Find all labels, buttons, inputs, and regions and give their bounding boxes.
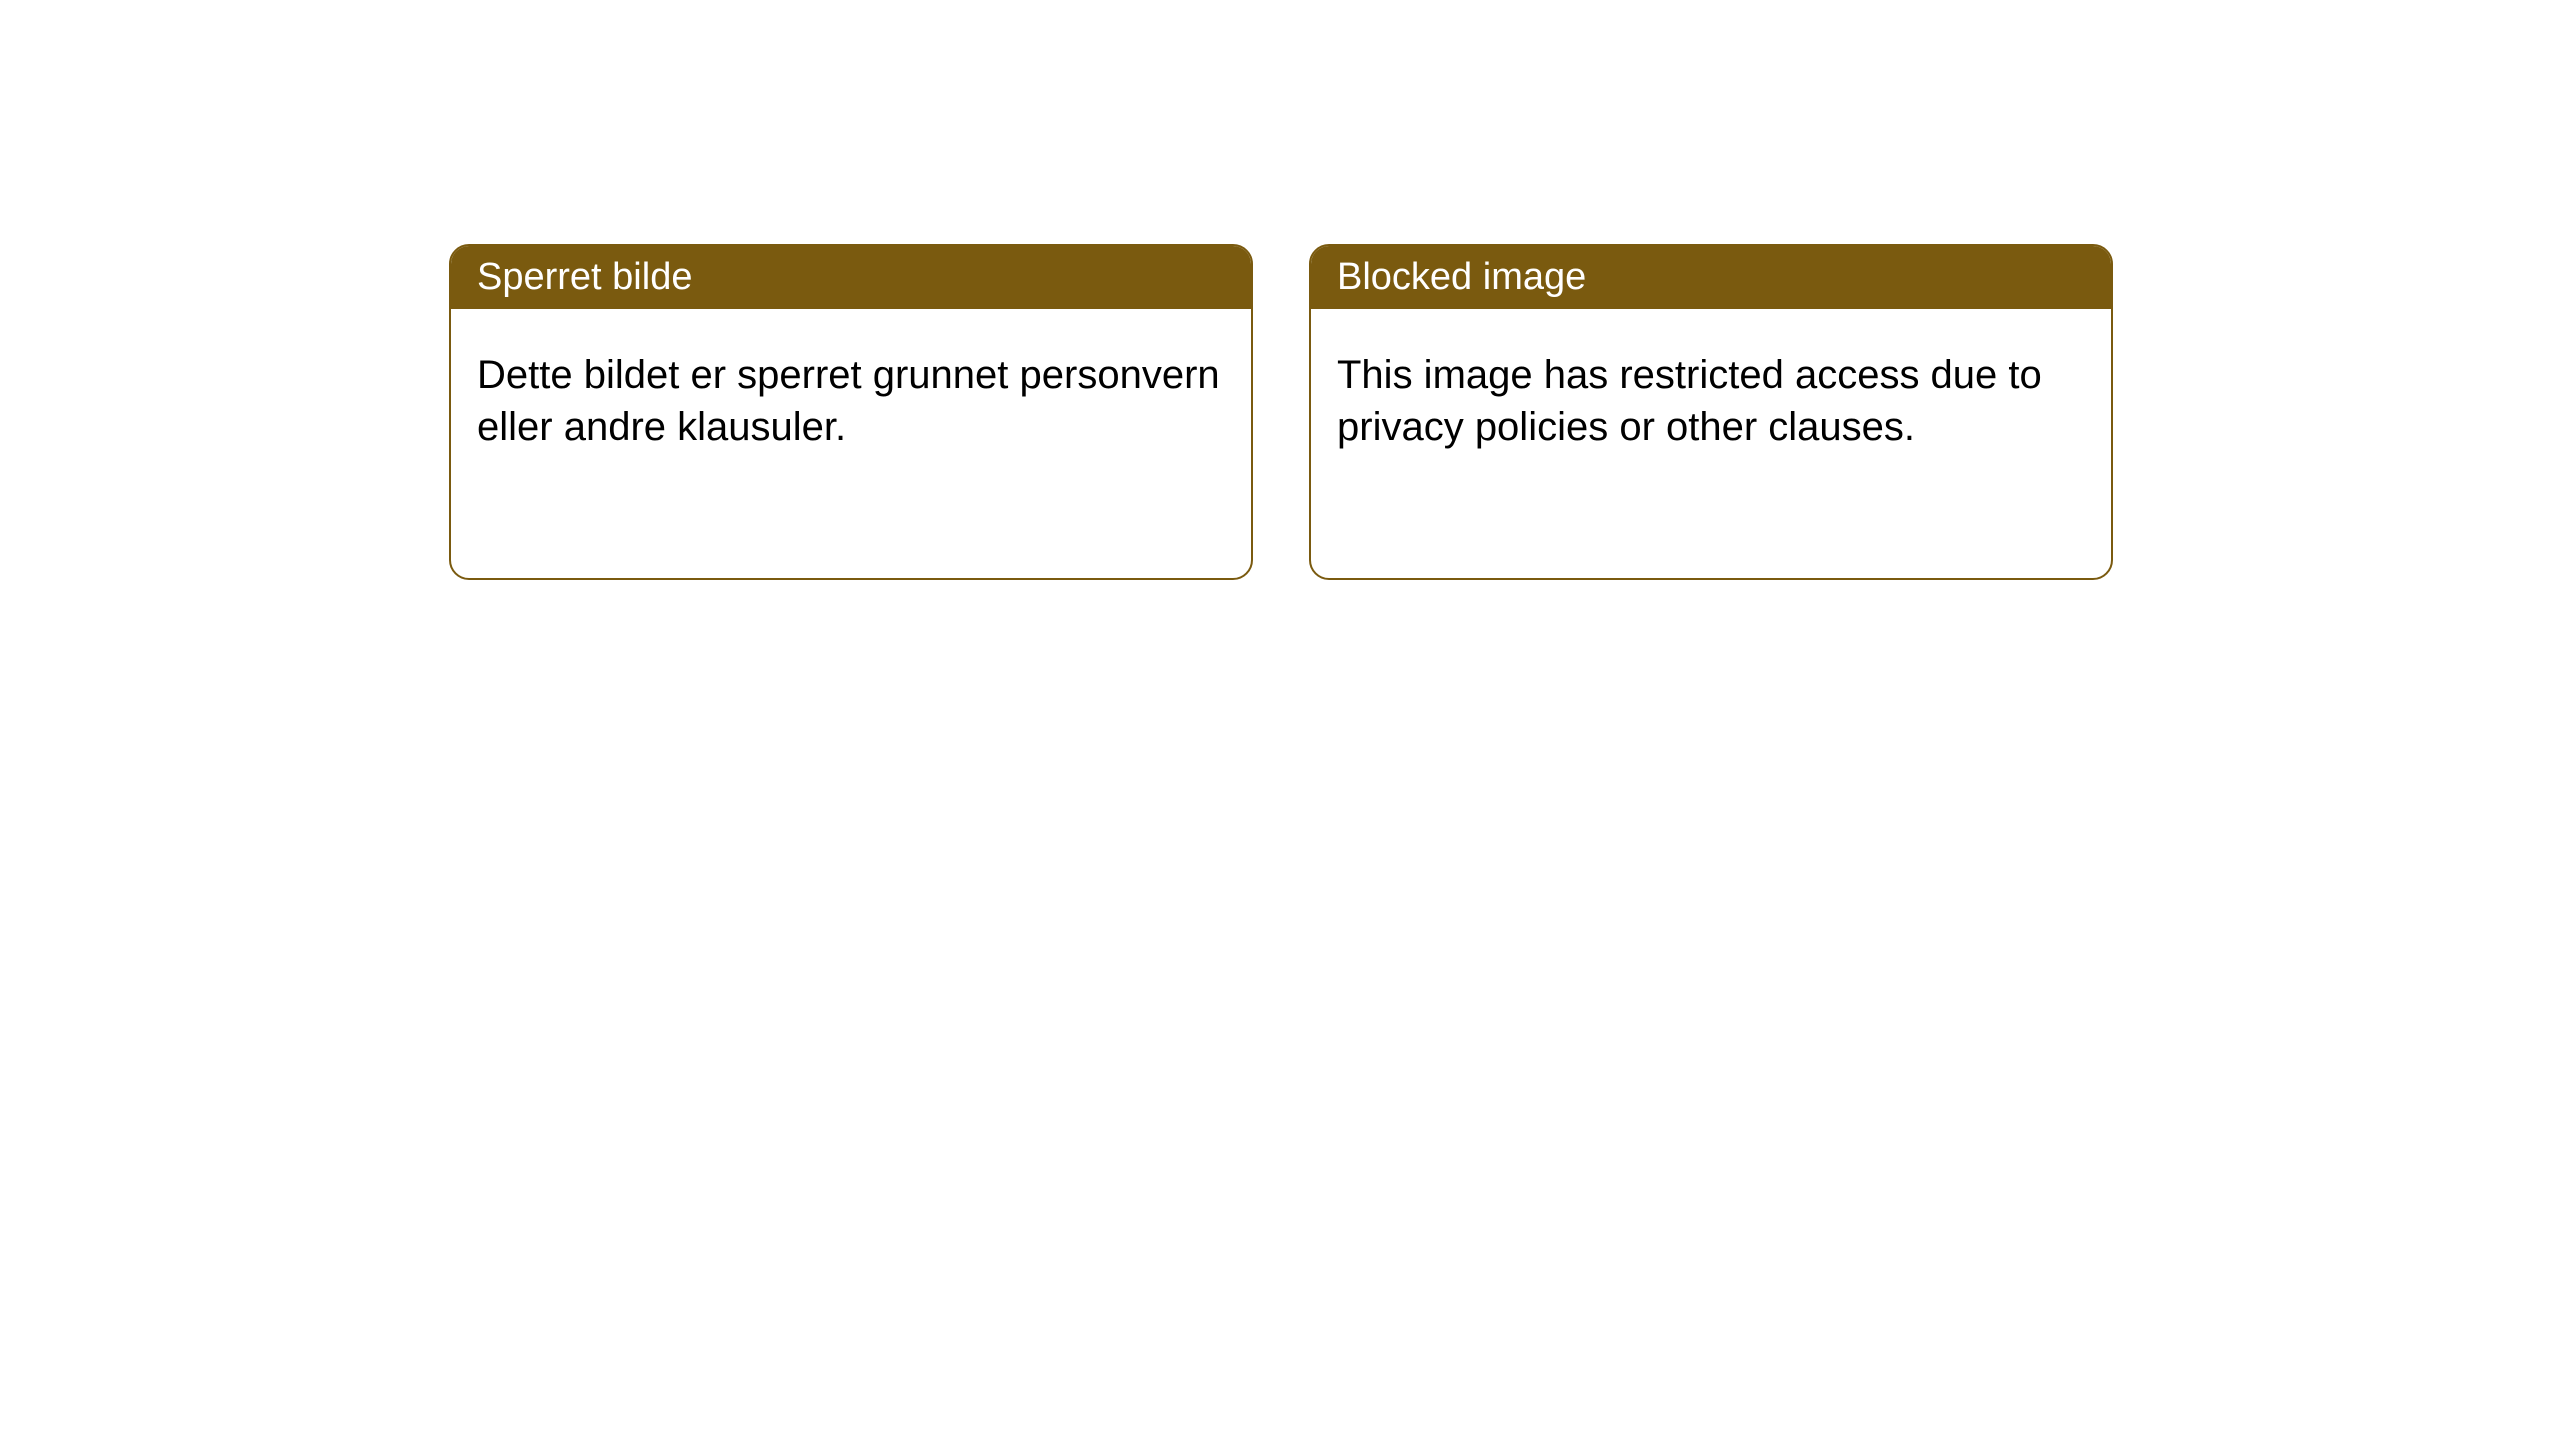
notice-body: Dette bildet er sperret grunnet personve… bbox=[451, 309, 1251, 493]
notice-card-english: Blocked image This image has restricted … bbox=[1309, 244, 2113, 580]
notice-body: This image has restricted access due to … bbox=[1311, 309, 2111, 493]
notice-title: Blocked image bbox=[1311, 246, 2111, 309]
notice-title: Sperret bilde bbox=[451, 246, 1251, 309]
notice-container: Sperret bilde Dette bildet er sperret gr… bbox=[0, 0, 2560, 580]
notice-card-norwegian: Sperret bilde Dette bildet er sperret gr… bbox=[449, 244, 1253, 580]
